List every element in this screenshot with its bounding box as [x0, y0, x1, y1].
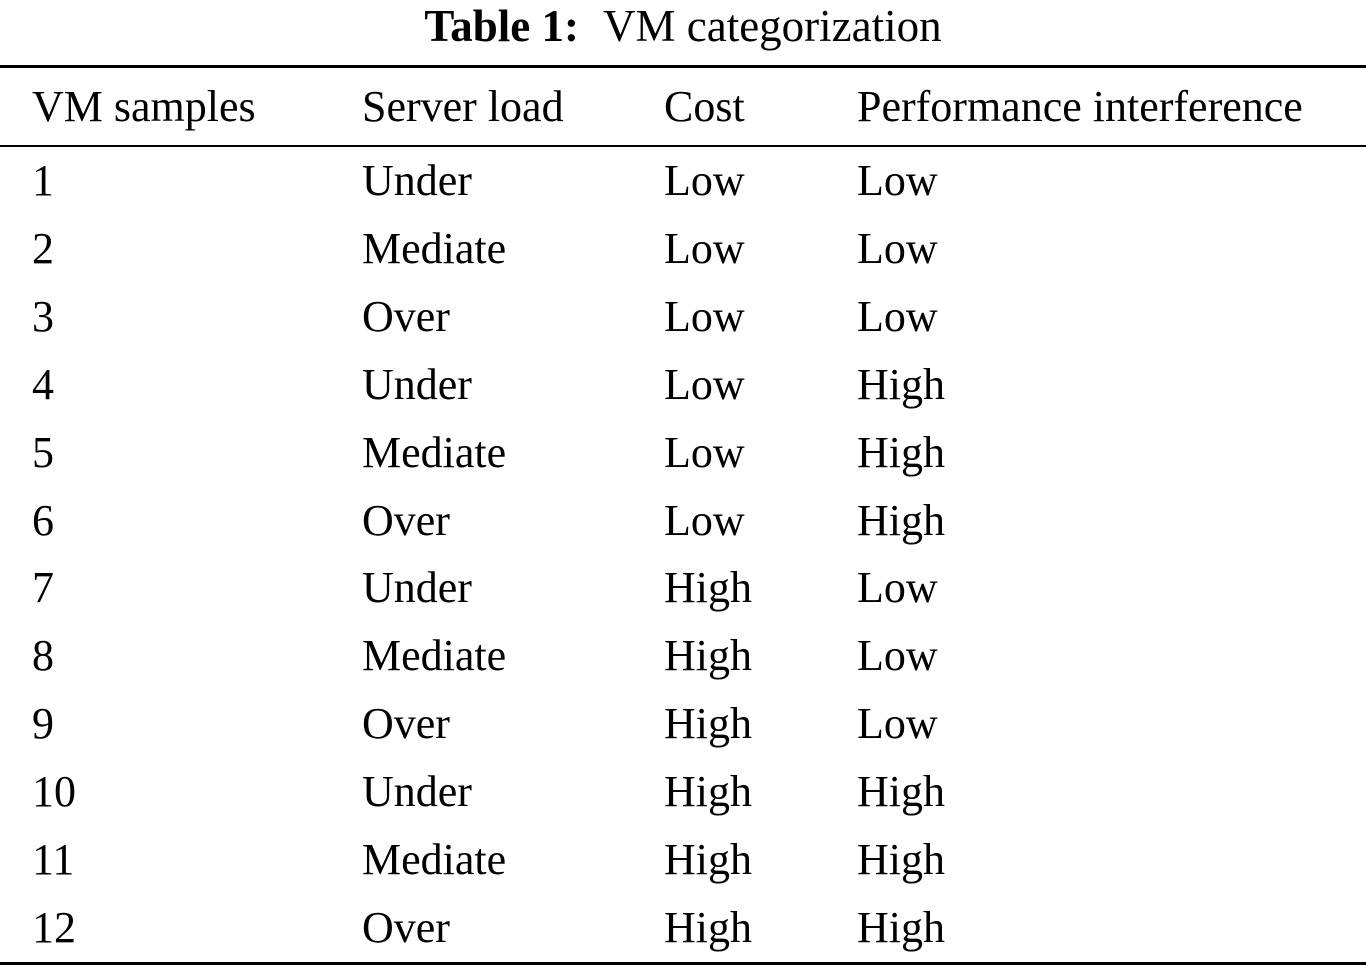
table-cell: High [857, 495, 945, 545]
table-cell: Over [362, 495, 450, 545]
table-row: 5 Mediate Low High [0, 419, 1366, 487]
table-cell: High [857, 359, 945, 409]
table-row: 12 Over High High [0, 894, 1366, 962]
table-cell: Over [362, 291, 450, 341]
table-cell: High [857, 835, 945, 885]
column-header-vm-samples: VM samples [32, 81, 256, 131]
column-header-server-load: Server load [362, 81, 564, 131]
top-rule [0, 65, 1366, 68]
table-row: 10 Under High High [0, 758, 1366, 826]
table-cell: Under [362, 155, 472, 205]
table-cell: 12 [32, 903, 76, 953]
table-cell: Mediate [362, 631, 507, 681]
table-row: 7 Under High Low [0, 554, 1366, 622]
table-cell: 1 [32, 155, 54, 205]
table-cell: 2 [32, 223, 54, 273]
table-row: 4 Under Low High [0, 351, 1366, 419]
header-rule [0, 145, 1366, 147]
table-cell: High [857, 767, 945, 817]
table-header-row: VM samples Server load Cost Performance … [0, 68, 1366, 145]
table-cell: Low [857, 155, 938, 205]
table-cell: Low [664, 291, 745, 341]
table-cell: 9 [32, 699, 54, 749]
table-row: 8 Mediate High Low [0, 622, 1366, 690]
table-cell: Low [664, 495, 745, 545]
table-row: 9 Over High Low [0, 690, 1366, 758]
table-cell: High [664, 903, 752, 953]
table-cell: Mediate [362, 427, 507, 477]
table-cell: Over [362, 903, 450, 953]
table-cell: High [664, 699, 752, 749]
table-cell: 10 [32, 767, 76, 817]
table-caption: Table 1: VM categorization [0, 0, 1366, 65]
table-cell: High [664, 767, 752, 817]
table-cell: 6 [32, 495, 54, 545]
table-cell: Mediate [362, 223, 507, 273]
table-cell: Low [857, 631, 938, 681]
table-cell: Low [857, 291, 938, 341]
table-cell: Low [857, 563, 938, 613]
table-cell: High [857, 903, 945, 953]
table-cell: Over [362, 699, 450, 749]
table-cell: Mediate [362, 835, 507, 885]
table-cell: 5 [32, 427, 54, 477]
table-cell: High [664, 631, 752, 681]
table-cell: Under [362, 359, 472, 409]
table-cell: 11 [32, 835, 75, 885]
table-cell: High [857, 427, 945, 477]
table-body: 1 Under Low Low 2 Mediate Low Low 3 Over Low Low 4 Un… [0, 147, 1366, 962]
column-header-cost: Cost [664, 81, 745, 131]
table-number-label: Table 1: [424, 1, 579, 51]
table-row: 11 Mediate High High [0, 826, 1366, 894]
table-cell: High [664, 835, 752, 885]
table-row: 3 Over Low Low [0, 283, 1366, 351]
table-cell: Low [664, 427, 745, 477]
table-cell: 7 [32, 563, 54, 613]
table-cell: Low [664, 359, 745, 409]
table-cell: Under [362, 767, 472, 817]
table-cell: 8 [32, 631, 54, 681]
table-cell: High [664, 563, 752, 613]
table-caption-text: VM categorization [603, 1, 942, 51]
table-cell: Low [857, 699, 938, 749]
column-header-performance-interference: Performance interference [857, 81, 1303, 131]
table-cell: Under [362, 563, 472, 613]
table-row: 1 Under Low Low [0, 147, 1366, 215]
table-cell: Low [664, 223, 745, 273]
table-row: 6 Over Low High [0, 487, 1366, 555]
table-cell: 3 [32, 291, 54, 341]
table-cell: 4 [32, 359, 54, 409]
table-cell: Low [664, 155, 745, 205]
table-row: 2 Mediate Low Low [0, 215, 1366, 283]
bottom-rule [0, 962, 1366, 965]
table-cell: Low [857, 223, 938, 273]
